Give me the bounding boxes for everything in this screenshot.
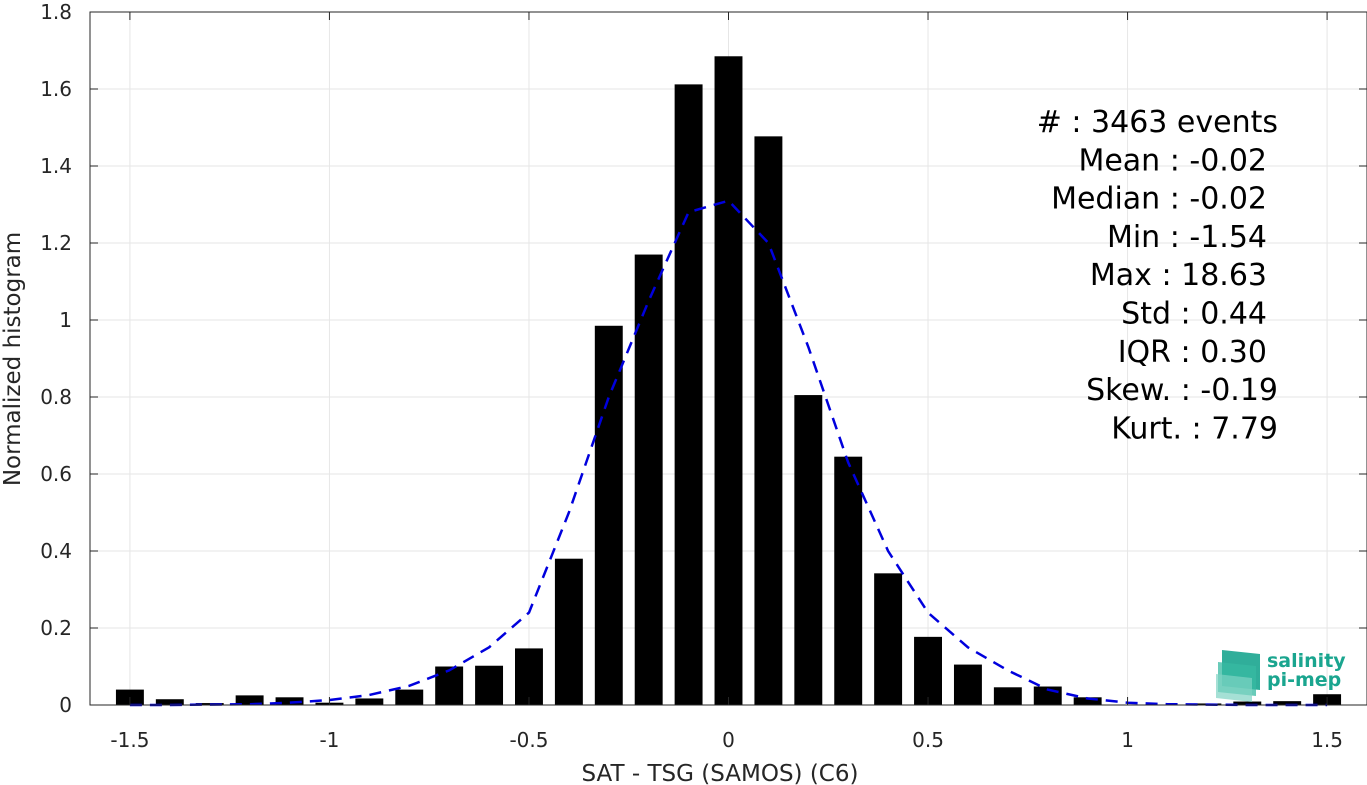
x-tick-label: 1: [1121, 728, 1134, 752]
stat-line: Std : 0.44: [1121, 297, 1267, 332]
x-tick-label: -0.5: [509, 728, 548, 752]
histogram-bar: [235, 695, 264, 705]
y-axis-label: Normalized histogram: [0, 232, 26, 486]
stat-line: Min : -1.54: [1107, 220, 1267, 255]
histogram-bar: [874, 573, 903, 705]
y-tick-label: 1.6: [40, 77, 72, 101]
stat-line: Mean : -0.02: [1078, 143, 1267, 178]
stat-line: Kurt. : 7.79: [1111, 411, 1278, 446]
x-tick-label: -1: [319, 728, 339, 752]
bars: [115, 56, 1342, 706]
x-tick-label: -1.5: [110, 728, 149, 752]
x-tick-label: 0: [722, 728, 735, 752]
histogram-bar: [395, 689, 424, 705]
histogram-bar: [515, 648, 543, 705]
histogram-bar: [794, 395, 823, 705]
y-tick-label: 0.8: [40, 385, 72, 409]
x-tick-labels: -1.5 -1 -0.5 0 0.5 1 1.5: [110, 728, 1343, 752]
x-axis-label: SAT - TSG (SAMOS) (C6): [582, 761, 859, 785]
stat-line: # : 3463 events: [1037, 105, 1278, 140]
stat-line: IQR : 0.30: [1118, 335, 1267, 370]
histogram-bar: [754, 136, 783, 706]
histogram-bar: [1233, 701, 1262, 705]
y-tick-label: 0: [59, 693, 72, 717]
stat-line: Skew. : -0.19: [1086, 373, 1278, 408]
histogram-bar: [155, 699, 184, 705]
histogram-bar: [275, 697, 304, 705]
y-tick-label: 0.4: [40, 539, 72, 563]
histogram-bar: [914, 636, 942, 705]
stat-line: Median : -0.02: [1051, 182, 1267, 217]
x-tick-label: 0.5: [912, 728, 944, 752]
logo-wave-icon: [1216, 650, 1260, 702]
ticks: [90, 11, 1367, 706]
histogram-bar: [953, 664, 982, 705]
histogram-bar: [554, 558, 583, 705]
y-tick-label: 1.8: [40, 0, 72, 24]
histogram-bar: [714, 56, 743, 705]
histogram-bar: [435, 666, 464, 705]
x-tick-label: 1.5: [1311, 728, 1343, 752]
y-tick-label: 0.6: [40, 462, 72, 486]
histogram-bar: [634, 254, 663, 706]
y-tick-labels: 0 0.2 0.4 0.6 0.8 1 1.2 1.4 1.6 1.8: [40, 0, 72, 717]
histogram-bar: [834, 456, 863, 705]
y-tick-label: 1: [59, 308, 72, 332]
histogram-bar: [993, 687, 1022, 705]
y-tick-label: 0.2: [40, 616, 72, 640]
histogram-bar: [1073, 697, 1102, 705]
stat-line: Max : 18.63: [1090, 258, 1267, 293]
histogram-bar: [674, 84, 703, 705]
histogram-bar: [594, 325, 623, 705]
logo-line2: pi-mep: [1267, 669, 1341, 691]
logo-line1: salinity: [1267, 650, 1346, 672]
y-tick-label: 1.4: [40, 154, 72, 178]
salinity-pi-mep-logo: salinity pi-mep: [1216, 650, 1346, 702]
y-tick-label: 1.2: [40, 231, 72, 255]
histogram-bar: [475, 665, 504, 705]
histogram-bar: [355, 698, 384, 705]
histogram-bar: [195, 703, 224, 705]
histogram-bar: [1273, 701, 1302, 705]
